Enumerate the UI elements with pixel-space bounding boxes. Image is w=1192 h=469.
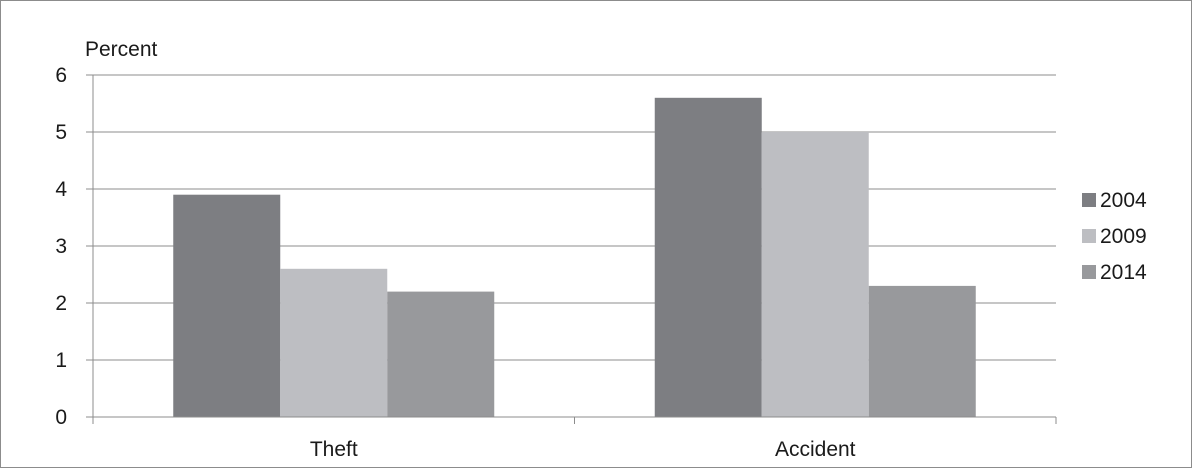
y-tick-label: 4 xyxy=(55,178,67,201)
legend-label-2004: 2004 xyxy=(1100,189,1147,212)
y-tick-label: 3 xyxy=(55,235,67,258)
bars xyxy=(173,97,976,418)
y-tick-label: 0 xyxy=(55,406,67,429)
axes: 0 1 2 3 4 5 6 Theft Accident xyxy=(55,64,1057,461)
y-tick-label: 5 xyxy=(55,121,67,144)
x-category-label: Theft xyxy=(310,438,358,461)
y-tick-label: 2 xyxy=(55,292,67,315)
bar-2004-accident xyxy=(654,97,762,418)
legend-swatch-2009 xyxy=(1082,229,1096,243)
legend-swatch-2014 xyxy=(1082,265,1096,279)
legend: 2004 2009 2014 xyxy=(1082,189,1147,284)
y-tick-label: 1 xyxy=(55,349,67,372)
x-category-label: Accident xyxy=(775,438,856,461)
legend-label-2009: 2009 xyxy=(1100,225,1147,248)
y-tick-label: 6 xyxy=(55,64,67,87)
bar-2004-theft xyxy=(173,194,281,417)
bar-2014-theft xyxy=(387,291,495,417)
legend-label-2014: 2014 xyxy=(1100,261,1147,284)
bar-2009-accident xyxy=(761,132,869,417)
bar-2014-accident xyxy=(868,285,976,417)
legend-swatch-2004 xyxy=(1082,193,1096,207)
bar-2009-theft xyxy=(280,268,388,417)
y-axis-title: Percent xyxy=(85,38,158,61)
